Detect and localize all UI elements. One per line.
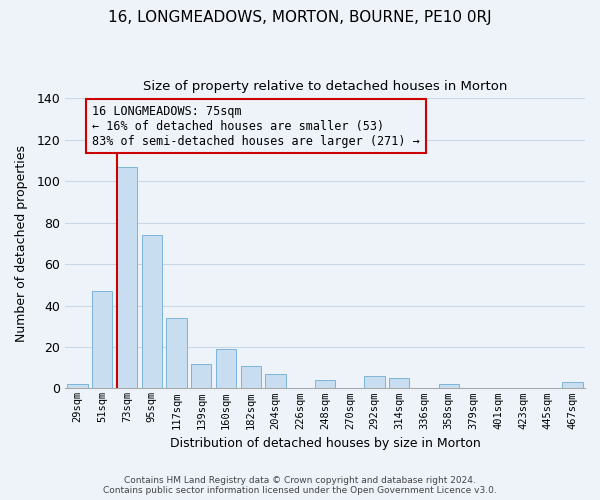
Text: Contains HM Land Registry data © Crown copyright and database right 2024.
Contai: Contains HM Land Registry data © Crown c… [103, 476, 497, 495]
Bar [142, 235, 162, 388]
Bar [364, 376, 385, 388]
Y-axis label: Number of detached properties: Number of detached properties [15, 145, 28, 342]
Bar [117, 166, 137, 388]
Title: Size of property relative to detached houses in Morton: Size of property relative to detached ho… [143, 80, 507, 93]
Text: 16 LONGMEADOWS: 75sqm
← 16% of detached houses are smaller (53)
83% of semi-deta: 16 LONGMEADOWS: 75sqm ← 16% of detached … [92, 104, 420, 148]
Bar [562, 382, 583, 388]
Bar [166, 318, 187, 388]
Text: 16, LONGMEADOWS, MORTON, BOURNE, PE10 0RJ: 16, LONGMEADOWS, MORTON, BOURNE, PE10 0R… [108, 10, 492, 25]
Bar [216, 349, 236, 389]
Bar [67, 384, 88, 388]
Bar [191, 364, 211, 388]
Bar [265, 374, 286, 388]
Bar [439, 384, 459, 388]
X-axis label: Distribution of detached houses by size in Morton: Distribution of detached houses by size … [170, 437, 481, 450]
Bar [315, 380, 335, 388]
Bar [389, 378, 409, 388]
Bar [241, 366, 261, 388]
Bar [92, 291, 112, 388]
